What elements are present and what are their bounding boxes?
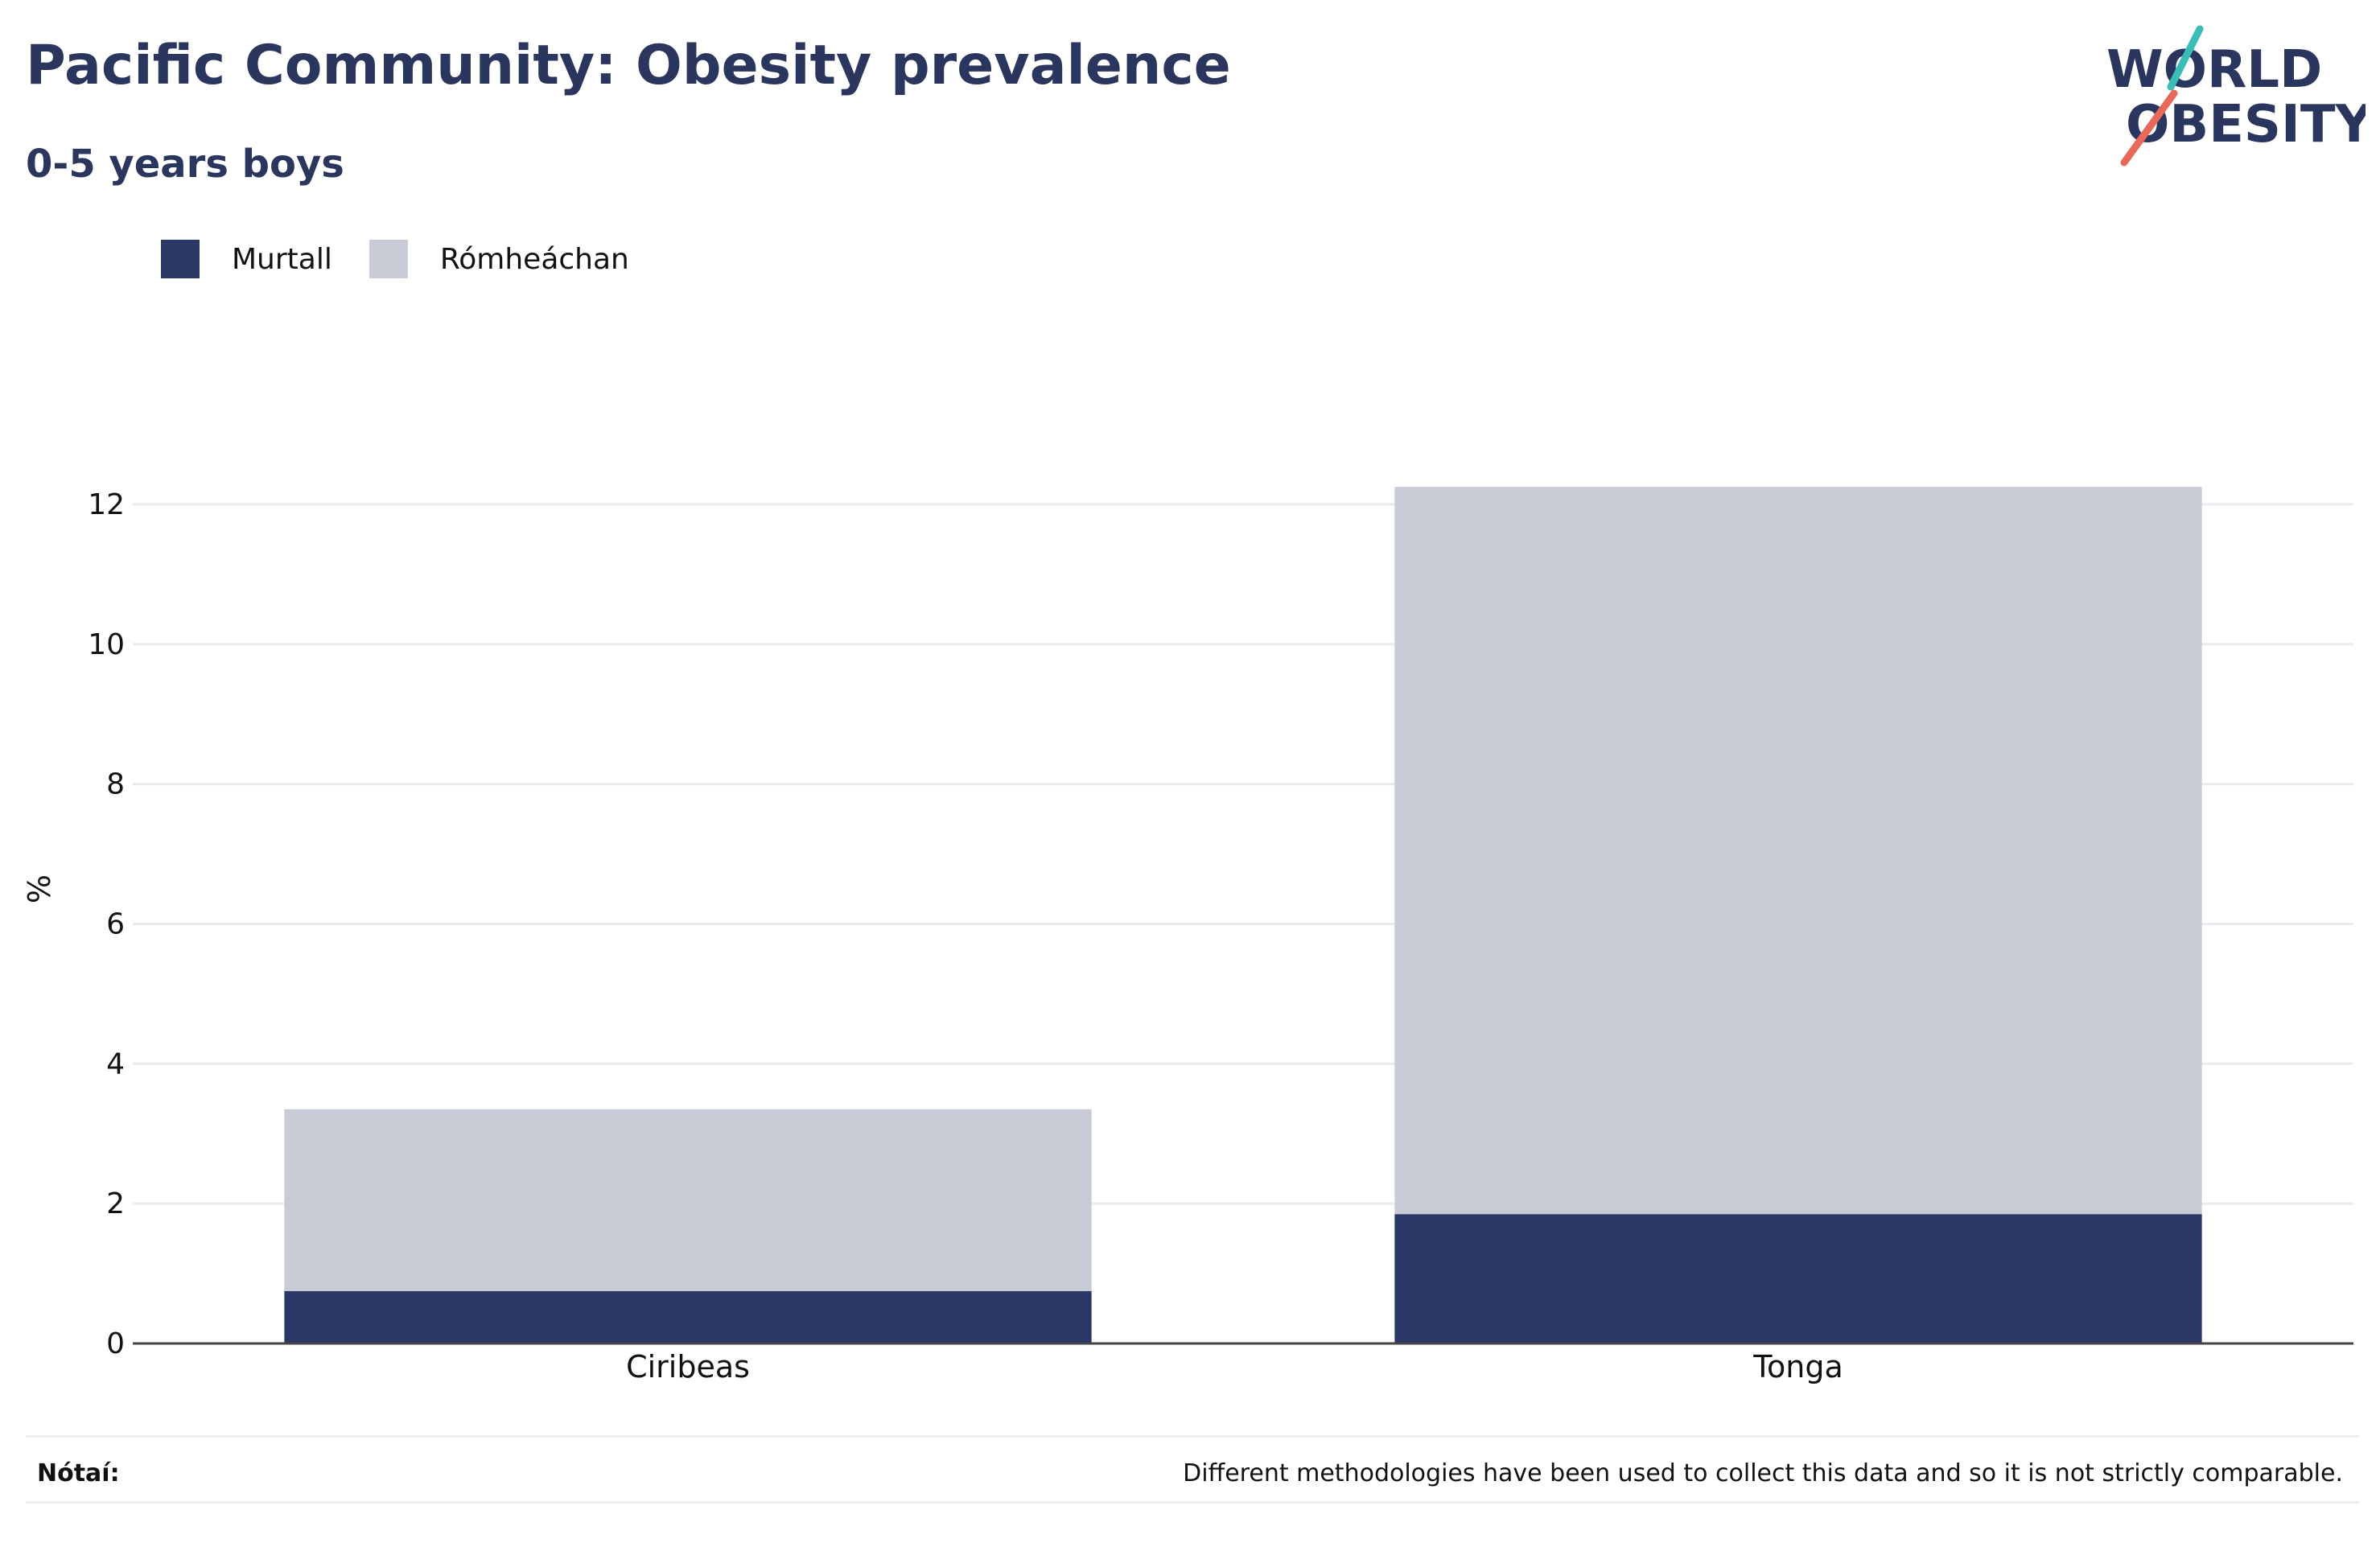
legend-item-obesity: Murtall [161, 240, 332, 278]
legend-label-overweight: Rómheáchan [439, 242, 629, 276]
bar-overweight-ciribeas [284, 1109, 1092, 1291]
y-tick-label: 0 [106, 1327, 125, 1360]
legend-label-obesity: Murtall [232, 242, 332, 276]
stacked-bar-chart: 0 2 4 6 8 10 12% Ciribeas Tonga [22, 487, 2353, 1384]
world-obesity-logo: WORLD OBESITY [2106, 25, 2366, 167]
x-tick-label: Tonga [1752, 1349, 1843, 1384]
bar-obesity-ciribeas [284, 1290, 1092, 1343]
y-tick-label: 6 [106, 907, 125, 940]
bar-overweight-tonga [1394, 487, 2202, 1215]
footer-divider-top [26, 1435, 2359, 1438]
chart-subtitle: 0-5 years boys [26, 142, 344, 187]
legend-item-overweight: Rómheáchan [369, 240, 629, 278]
note-label: Nótaí: [37, 1459, 120, 1487]
y-tick-label: 8 [106, 768, 125, 801]
logo-teal-stroke [2167, 25, 2204, 91]
logo-coral-stroke [2120, 89, 2178, 167]
chart-legend: Murtall Rómheáchan [161, 238, 666, 280]
legend-swatch-obesity [161, 240, 200, 278]
y-tick-label: 4 [106, 1047, 125, 1080]
x-tick-label: Ciribeas [626, 1349, 750, 1384]
y-tick-label: 2 [106, 1187, 125, 1220]
legend-swatch-overweight [369, 240, 408, 278]
logo-line-1: WORLD [2106, 40, 2322, 100]
y-tick-label: 10 [88, 628, 125, 661]
y-tick-label: 12 [88, 488, 125, 521]
chart-title: Pacific Community: Obesity prevalence [26, 34, 1231, 97]
note-text: Different methodologies have been used t… [1183, 1459, 2343, 1487]
y-axis-title: % [22, 874, 57, 903]
bar-obesity-tonga [1394, 1214, 2202, 1343]
footer-divider-bottom [26, 1501, 2359, 1504]
